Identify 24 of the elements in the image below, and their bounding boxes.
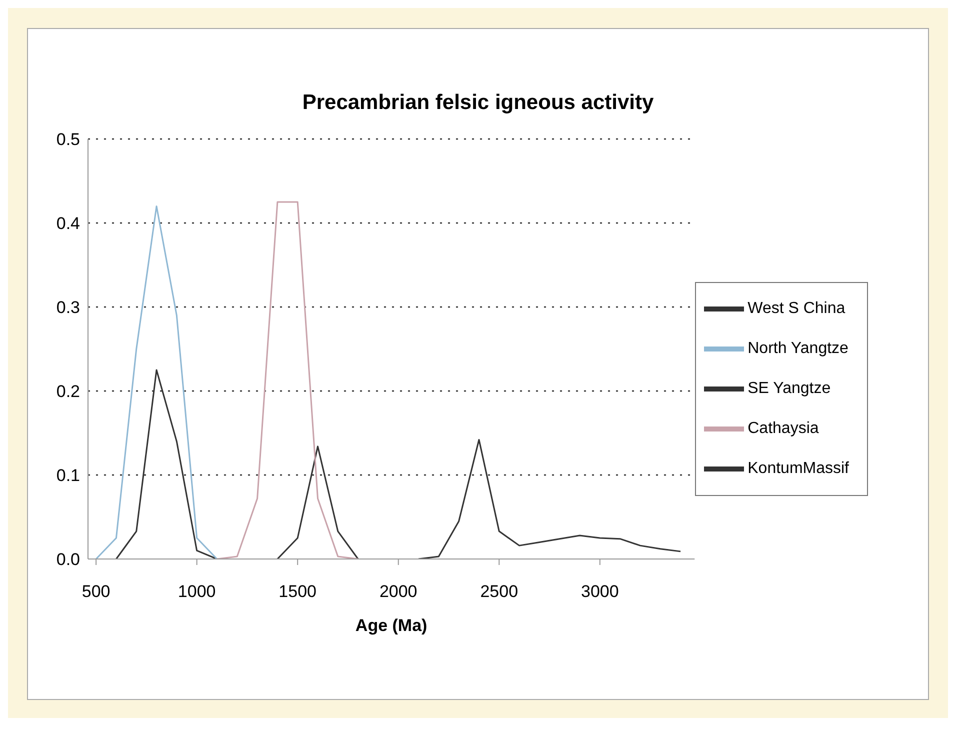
y-tick-label: 0.0 xyxy=(56,550,80,570)
legend-label: North Yangtze xyxy=(748,340,848,358)
x-tick-label: 1500 xyxy=(278,582,317,602)
x-tick-label: 2000 xyxy=(379,582,418,602)
legend-label: KontumMassif xyxy=(748,460,849,478)
x-tick-label: 500 xyxy=(82,582,110,602)
legend-label: West S China xyxy=(748,300,846,318)
legend-label: Cathaysia xyxy=(748,420,819,438)
line-series xyxy=(418,438,682,559)
line-series xyxy=(216,201,359,559)
x-axis-title: Age (Ma) xyxy=(355,616,428,635)
x-tick-label: 2500 xyxy=(480,582,518,602)
line-series xyxy=(95,205,218,559)
legend-label: SE Yangtze xyxy=(748,380,831,398)
y-tick-label: 0.3 xyxy=(56,298,80,318)
y-tick-label: 0.1 xyxy=(56,466,80,486)
y-tick-label: 0.4 xyxy=(56,214,80,234)
x-tick-label: 1000 xyxy=(178,582,216,602)
line-series xyxy=(115,369,218,559)
y-tick-label: 0.2 xyxy=(56,382,80,402)
y-tick-label: 0.5 xyxy=(56,130,80,150)
line-series xyxy=(276,446,359,559)
x-tick-label: 3000 xyxy=(580,582,619,602)
chart-title: Precambrian felsic igneous activity xyxy=(301,90,655,116)
